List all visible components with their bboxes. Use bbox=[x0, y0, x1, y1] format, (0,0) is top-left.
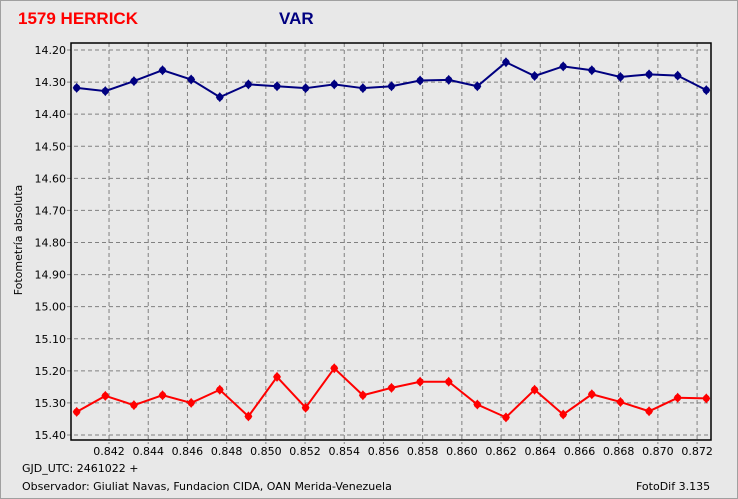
data-point-marker bbox=[445, 378, 453, 386]
x-tick-label: 0.868 bbox=[603, 445, 635, 458]
data-point-marker bbox=[244, 412, 252, 420]
x-tick-label: 0.850 bbox=[250, 445, 282, 458]
data-point-marker bbox=[130, 77, 138, 85]
x-tick-label: 0.846 bbox=[172, 445, 204, 458]
data-point-marker bbox=[387, 82, 395, 90]
data-point-marker bbox=[216, 386, 224, 394]
y-tick-label: 14.30 bbox=[35, 76, 67, 89]
object-title: 1579 HERRICK bbox=[18, 9, 138, 28]
y-tick-label: 14.70 bbox=[35, 204, 67, 217]
data-point-marker bbox=[273, 82, 281, 90]
data-point-marker bbox=[330, 364, 338, 372]
data-point-marker bbox=[387, 384, 395, 392]
data-point-marker bbox=[531, 386, 539, 394]
data-point-marker bbox=[616, 73, 624, 81]
data-point-marker bbox=[559, 62, 567, 70]
data-point-marker bbox=[702, 394, 710, 402]
data-point-marker bbox=[502, 413, 510, 421]
data-point-marker bbox=[502, 58, 510, 66]
data-point-marker bbox=[187, 76, 195, 84]
data-point-marker bbox=[359, 84, 367, 92]
x-tick-label: 0.854 bbox=[328, 445, 360, 458]
data-point-marker bbox=[187, 399, 195, 407]
data-point-marker bbox=[302, 404, 310, 412]
data-point-marker bbox=[159, 391, 167, 399]
plot-border bbox=[70, 42, 712, 441]
data-point-marker bbox=[130, 401, 138, 409]
software-version: FotoDif 3.135 bbox=[636, 480, 711, 493]
data-point-marker bbox=[73, 408, 81, 416]
data-point-marker bbox=[645, 70, 653, 78]
x-tick-label: 0.852 bbox=[289, 445, 321, 458]
x-tick-label: 0.856 bbox=[368, 445, 400, 458]
y-tick-label: 15.20 bbox=[35, 365, 67, 378]
data-point-marker bbox=[473, 82, 481, 90]
data-point-marker bbox=[559, 410, 567, 418]
data-point-marker bbox=[674, 72, 682, 80]
x-tick-label: 0.848 bbox=[211, 445, 243, 458]
data-point-marker bbox=[616, 398, 624, 406]
y-axis-label: Fotometría absoluta bbox=[12, 185, 25, 296]
data-point-marker bbox=[302, 84, 310, 92]
x-tick-label: 0.872 bbox=[681, 445, 713, 458]
y-tick-label: 14.20 bbox=[35, 44, 67, 57]
x-tick-label: 0.864 bbox=[525, 445, 557, 458]
data-point-marker bbox=[674, 394, 682, 402]
data-point-marker bbox=[531, 72, 539, 80]
data-point-marker bbox=[273, 373, 281, 381]
data-point-marker bbox=[588, 66, 596, 74]
x-tick-label: 0.860 bbox=[446, 445, 478, 458]
data-point-marker bbox=[330, 80, 338, 88]
y-tick-label: 14.80 bbox=[35, 237, 67, 250]
x-tick-label: 0.870 bbox=[642, 445, 674, 458]
data-point-marker bbox=[702, 86, 710, 94]
data-point-marker bbox=[101, 87, 109, 95]
x-tick-label: 0.862 bbox=[485, 445, 517, 458]
y-tick-label: 15.30 bbox=[35, 397, 67, 410]
gjd-label: GJD_UTC: 2461022 + bbox=[22, 462, 139, 475]
observer-credit: Observador: Giuliat Navas, Fundacion CID… bbox=[22, 480, 392, 493]
var-label: VAR bbox=[279, 9, 314, 28]
x-tick-label: 0.858 bbox=[407, 445, 439, 458]
data-point-marker bbox=[359, 391, 367, 399]
data-point-marker bbox=[645, 407, 653, 415]
y-tick-label: 14.50 bbox=[35, 140, 67, 153]
data-point-marker bbox=[101, 392, 109, 400]
data-point-marker bbox=[473, 401, 481, 409]
data-point-marker bbox=[159, 66, 167, 74]
y-tick-label: 15.40 bbox=[35, 429, 67, 442]
data-point-marker bbox=[216, 93, 224, 101]
y-tick-label: 14.60 bbox=[35, 172, 67, 185]
y-tick-label: 14.40 bbox=[35, 108, 67, 121]
data-point-marker bbox=[416, 378, 424, 386]
data-point-marker bbox=[416, 76, 424, 84]
y-tick-label: 15.00 bbox=[35, 301, 67, 314]
data-point-marker bbox=[445, 76, 453, 84]
data-point-marker bbox=[588, 390, 596, 398]
x-tick-label: 0.866 bbox=[564, 445, 596, 458]
plot-area bbox=[71, 43, 711, 440]
y-tick-label: 15.10 bbox=[35, 333, 67, 346]
y-tick-label: 14.90 bbox=[35, 269, 67, 282]
data-point-marker bbox=[244, 80, 252, 88]
x-tick-label: 0.842 bbox=[93, 445, 125, 458]
x-tick-label: 0.844 bbox=[132, 445, 164, 458]
data-point-marker bbox=[73, 84, 81, 92]
